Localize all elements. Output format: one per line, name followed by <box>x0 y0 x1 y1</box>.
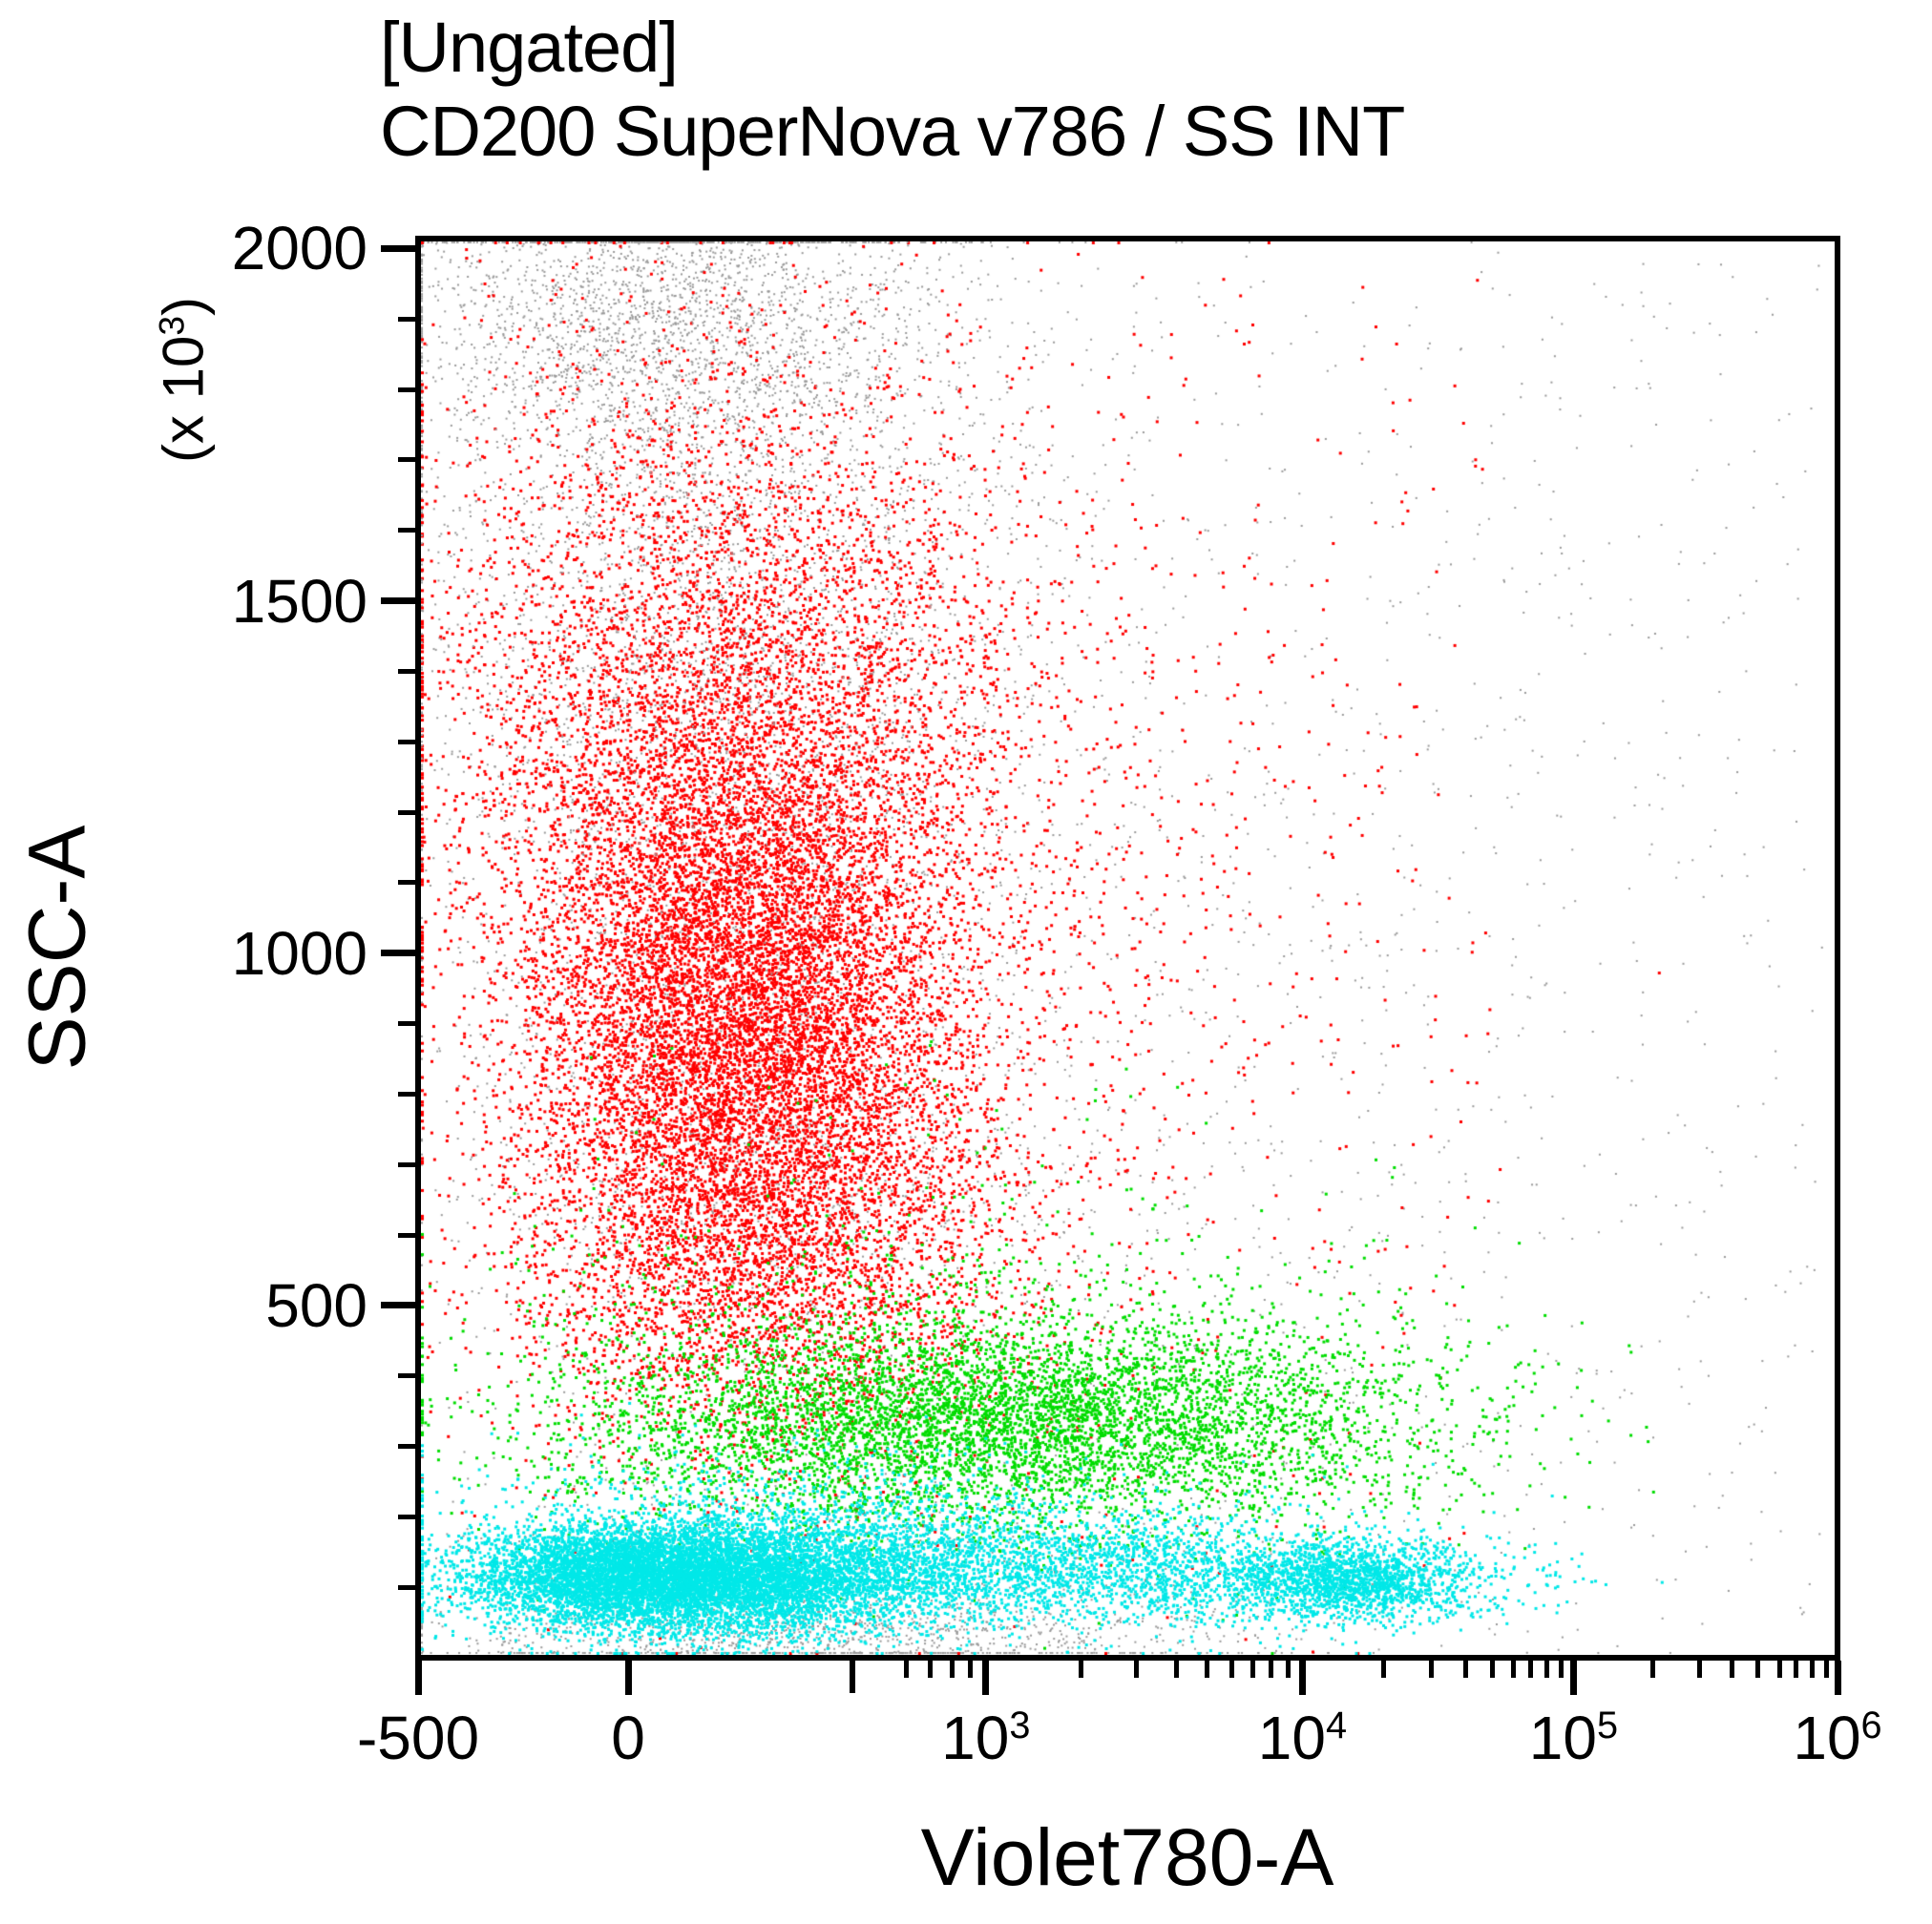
x-axis-minor-tick <box>1528 1661 1534 1678</box>
x-axis-tick <box>1834 1661 1841 1695</box>
y-axis-minor-tick <box>398 880 415 886</box>
y-axis-minor-tick <box>398 1584 415 1590</box>
y-axis-tick-label: 1000 <box>231 918 368 988</box>
x-axis-minor-tick <box>1558 1661 1564 1678</box>
x-axis-tick <box>1298 1661 1306 1695</box>
x-axis-minor-tick <box>1269 1661 1274 1678</box>
y-axis-minor-tick <box>398 668 415 674</box>
parameter-label: CD200 SuperNova v786 / SS INT <box>380 92 1405 171</box>
y-axis-tick-label: 1500 <box>231 566 368 636</box>
scatter-canvas <box>421 241 1835 1655</box>
y-axis-minor-tick <box>398 809 415 815</box>
y-axis-minor-tick <box>398 457 415 463</box>
x-axis-minor-tick <box>1776 1661 1782 1678</box>
x-axis-tick-label: 105 <box>1528 1704 1619 1772</box>
x-axis-minor-tick <box>1286 1661 1292 1678</box>
y-axis-tick-label: 2000 <box>231 214 368 283</box>
x-axis-minor-tick <box>1650 1661 1656 1678</box>
x-axis-tick <box>1569 1661 1577 1695</box>
y-axis-unit: (x 103) <box>151 296 216 464</box>
x-axis-minor-tick <box>928 1661 934 1678</box>
x-axis-minor-tick <box>967 1661 973 1678</box>
x-axis-tick <box>624 1661 632 1695</box>
x-axis-tick <box>982 1661 990 1695</box>
y-axis-minor-tick <box>398 1021 415 1026</box>
y-axis-minor-tick <box>398 387 415 392</box>
y-axis-minor-tick <box>398 1091 415 1097</box>
x-axis-minor-tick <box>1490 1661 1496 1678</box>
x-axis-tick-label: 106 <box>1793 1704 1882 1772</box>
x-axis-minor-tick <box>1250 1661 1255 1678</box>
y-axis-tick-label: 500 <box>265 1270 368 1340</box>
x-axis-minor-tick <box>1133 1661 1139 1678</box>
x-axis-minor-tick <box>1429 1661 1435 1678</box>
y-axis-minor-tick <box>398 1373 415 1379</box>
x-axis-minor-tick <box>1755 1661 1761 1678</box>
x-axis-minor-tick <box>1823 1661 1829 1678</box>
x-axis-minor-tick <box>1511 1661 1517 1678</box>
y-axis-minor-tick <box>398 528 415 533</box>
x-axis-mid-tick <box>850 1661 856 1693</box>
gate-label: [Ungated] <box>380 8 679 87</box>
y-axis-tick <box>381 244 415 252</box>
y-axis-tick <box>381 1302 415 1309</box>
x-axis-minor-tick <box>1697 1661 1703 1678</box>
plot-title: [Ungated] CD200 SuperNova v786 / SS INT <box>380 6 1405 174</box>
x-axis-minor-tick <box>1228 1661 1234 1678</box>
y-axis-minor-tick <box>398 1514 415 1519</box>
y-axis-tick <box>381 597 415 604</box>
x-axis-minor-tick <box>1730 1661 1735 1678</box>
x-axis-tick-label: 0 <box>611 1704 645 1772</box>
x-axis-minor-tick <box>904 1661 910 1678</box>
y-axis-minor-tick <box>398 1444 415 1449</box>
y-axis-minor-tick <box>398 739 415 744</box>
x-axis-minor-tick <box>1078 1661 1083 1678</box>
x-axis-minor-tick <box>1205 1661 1210 1678</box>
x-axis-tick-label: -500 <box>356 1704 480 1772</box>
x-axis-minor-tick <box>1173 1661 1179 1678</box>
x-axis-tick <box>414 1661 422 1695</box>
x-axis-minor-tick <box>1809 1661 1815 1678</box>
y-axis-tick <box>381 950 415 957</box>
x-axis-tick-label: 103 <box>941 1704 1031 1772</box>
x-axis-label: Violet780-A <box>920 1812 1334 1902</box>
y-axis-minor-tick <box>398 1161 415 1167</box>
x-axis-minor-tick <box>949 1661 955 1678</box>
x-axis-minor-tick <box>1544 1661 1549 1678</box>
plot-area <box>415 236 1840 1661</box>
x-axis-minor-tick <box>1462 1661 1468 1678</box>
y-axis-minor-tick <box>398 316 415 322</box>
x-axis-minor-tick <box>1794 1661 1799 1678</box>
y-axis-minor-tick <box>398 1232 415 1238</box>
x-axis-tick-label: 104 <box>1257 1704 1348 1772</box>
x-axis-minor-tick <box>1380 1661 1386 1678</box>
